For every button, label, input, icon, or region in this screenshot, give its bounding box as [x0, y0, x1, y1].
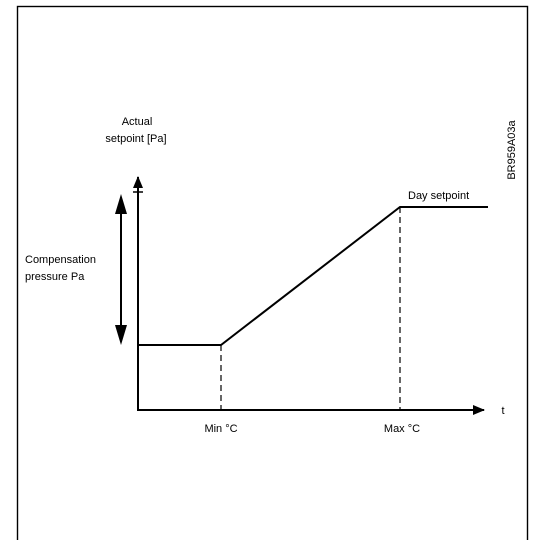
y-axis-label-line2: setpoint [Pa] [105, 133, 166, 145]
setpoint-curve [138, 206, 488, 346]
compensation-label-line1: Compensation [25, 254, 96, 266]
min-label: Min °C [204, 423, 237, 435]
day-setpoint-label: Day setpoint [408, 190, 469, 202]
compensation-arrow-top [115, 194, 127, 214]
compensation-label-line2: pressure Pa [25, 271, 85, 283]
compensation-arrow-bottom [115, 325, 127, 345]
max-label: Max °C [384, 423, 420, 435]
x-axis-label: t [501, 405, 504, 417]
figure-code: BR959A03a [506, 119, 518, 179]
y-axis-label-line1: Actual [122, 116, 153, 128]
figure-frame [16, 5, 529, 540]
